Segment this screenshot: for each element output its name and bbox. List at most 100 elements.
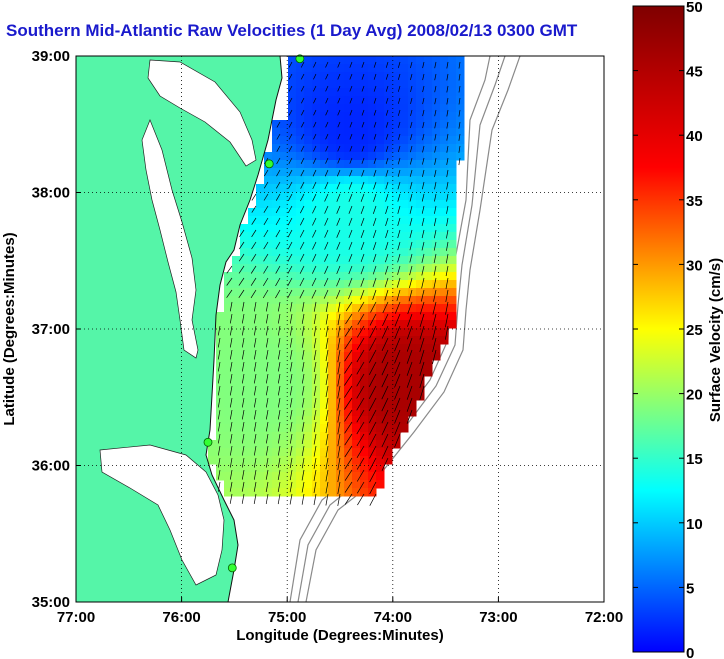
velocity-cell [296,288,305,297]
velocity-cell [312,112,321,121]
velocity-cell [256,488,265,497]
velocity-arrow [265,313,269,324]
velocity-arrow [241,337,245,348]
velocity-arrow [229,469,233,480]
velocity-cell [304,296,313,305]
velocity-cell [344,80,353,89]
velocity-cell [312,80,321,89]
velocity-cell [352,192,361,201]
velocity-arrow [241,325,245,336]
velocity-cell [400,392,409,401]
velocity-cell [408,136,417,145]
velocity-cell [304,160,313,169]
velocity-cell [320,304,329,313]
velocity-cell [288,184,297,193]
velocity-cell [368,64,377,73]
velocity-arrow [337,73,341,80]
velocity-arrow [275,181,281,189]
velocity-cell [296,480,305,489]
velocity-arrow [369,337,377,351]
velocity-arrow [265,349,269,360]
velocity-cell [408,192,417,201]
velocity-cell [352,472,361,481]
velocity-cell [360,272,369,281]
velocity-cell [392,232,401,241]
velocity-arrow [325,85,329,92]
velocity-arrow [325,493,329,506]
velocity-cell [432,200,441,209]
velocity-arrow [325,313,329,325]
velocity-cell [360,80,369,89]
velocity-cell [336,56,345,65]
velocity-cell [296,392,305,401]
velocity-arrow [361,73,365,80]
velocity-arrow [289,469,293,481]
velocity-cell [432,176,441,185]
velocity-cell [352,344,361,353]
velocity-arrow [324,193,329,202]
velocity-cell [216,424,225,433]
velocity-cell [240,224,249,233]
velocity-cell [392,64,401,73]
velocity-arrow [313,421,317,433]
velocity-cell [256,288,265,297]
velocity-cell [232,448,241,457]
velocity-cell [432,208,441,217]
velocity-arrow [336,253,341,262]
velocity-cell [360,208,369,217]
velocity-cell [360,416,369,425]
velocity-arrow [238,277,245,286]
velocity-arrow [384,289,389,301]
delaware-bay [147,59,257,167]
velocity-cell [448,240,457,249]
velocity-cell [224,392,233,401]
velocity-cell [384,80,393,89]
velocity-cell [296,88,305,97]
velocity-cell [256,480,265,489]
velocity-cell [272,376,281,385]
velocity-cell [224,400,233,409]
velocity-cell [320,408,329,417]
velocity-arrow [301,433,305,444]
velocity-cell [336,488,345,497]
velocity-cell [352,208,361,217]
velocity-cell [280,320,289,329]
velocity-cell [440,224,449,233]
velocity-cell [272,288,281,297]
velocity-cell [408,176,417,185]
velocity-arrow [313,61,317,68]
velocity-cell [376,88,385,97]
velocity-cell [376,224,385,233]
velocity-cell [216,368,225,377]
velocity-cell [344,160,353,169]
velocity-cell [280,480,289,489]
velocity-cell [248,408,257,417]
velocity-cell [240,464,249,473]
velocity-cell [248,432,257,441]
velocity-arrow [288,61,293,68]
velocity-cell [328,272,337,281]
velocity-arrow [422,85,425,93]
velocity-cell [416,240,425,249]
velocity-cell [448,152,457,161]
velocity-arrow [356,397,365,411]
velocity-cell [360,280,369,289]
velocity-arrow [433,217,437,227]
velocity-cell [216,384,225,393]
velocity-arrow [289,493,293,505]
velocity-arrow [313,337,317,349]
velocity-cell [304,72,313,81]
velocity-cell [320,112,329,121]
velocity-cell [256,272,265,281]
velocity-cell [400,304,409,313]
velocity-cell [288,192,297,201]
velocity-arrow [422,169,425,177]
velocity-cell [448,312,457,321]
velocity-cell [280,168,289,177]
velocity-cell [320,88,329,97]
velocity-cell [352,288,361,297]
velocity-arrow [446,133,449,141]
velocity-cell [264,240,273,249]
velocity-cell [304,360,313,369]
velocity-arrow [313,397,317,408]
